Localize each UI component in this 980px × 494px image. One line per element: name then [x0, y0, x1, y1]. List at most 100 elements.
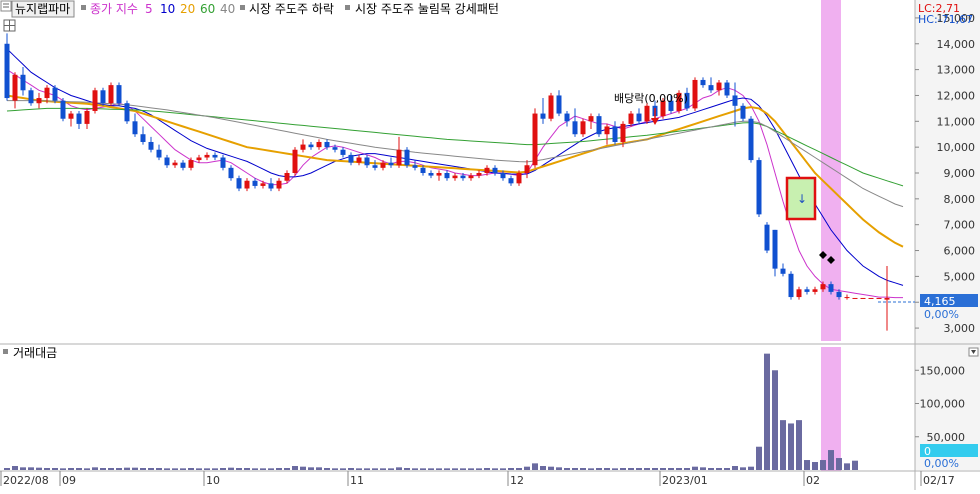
chart-menu-icon[interactable] — [1, 1, 11, 11]
volume-bar — [300, 467, 306, 470]
candle-body — [629, 114, 634, 124]
legend-bullet-ma — [81, 5, 86, 10]
volume-bar — [668, 468, 674, 470]
candle-body — [101, 90, 106, 103]
volume-bar — [628, 468, 634, 470]
volume-bar — [404, 468, 410, 470]
candle-body — [725, 83, 730, 96]
legend-ma-20: 20 — [180, 2, 195, 16]
price-tick-label: 11,000 — [937, 115, 976, 128]
volume-bar — [780, 420, 786, 470]
candle-body — [565, 114, 570, 122]
candle-body — [325, 142, 330, 147]
candle-body — [117, 85, 122, 103]
volume-bar — [308, 467, 314, 470]
volume-bar — [372, 468, 378, 470]
x-tick-label: 12 — [510, 474, 524, 487]
volume-bar — [740, 467, 746, 470]
last-price-percent: 0,00% — [924, 308, 959, 321]
candle-body — [317, 142, 322, 147]
volume-bar — [84, 468, 90, 470]
volume-bar — [804, 460, 810, 470]
candle-body — [157, 150, 162, 158]
legend-signal-1: 시장 주도주 하락 — [249, 2, 334, 16]
x-tick-label: 02/17 — [923, 474, 955, 487]
legend-bullet-signal-1 — [240, 5, 245, 10]
price-tick-label: 6,000 — [944, 245, 976, 258]
volume-tick-label: 100,000 — [920, 398, 966, 411]
volume-bar — [812, 462, 818, 470]
volume-bar — [428, 468, 434, 470]
volume-bar — [580, 468, 586, 470]
volume-bar — [68, 468, 74, 470]
candle-body — [253, 181, 258, 186]
candle-body — [413, 165, 418, 168]
candle-body — [85, 111, 90, 124]
volume-bar — [436, 468, 442, 470]
volume-bar — [852, 461, 858, 470]
candle-body — [229, 168, 234, 178]
volume-bar — [844, 463, 850, 470]
volume-bar — [420, 468, 426, 470]
volume-bar — [476, 468, 482, 470]
candle-body — [541, 114, 546, 119]
volume-bar — [380, 468, 386, 470]
volume-bar — [556, 467, 562, 470]
candle-body — [341, 150, 346, 155]
candle-body — [861, 298, 866, 299]
volume-bar — [132, 468, 138, 470]
volume-bar — [620, 468, 626, 470]
volume-bar — [220, 468, 226, 470]
volume-bar — [588, 468, 594, 470]
candle-body — [597, 116, 602, 134]
candle-body — [437, 173, 442, 176]
candle-body — [781, 269, 786, 274]
candle-body — [381, 163, 386, 168]
candle-body — [69, 114, 74, 119]
candle-body — [693, 80, 698, 108]
candle-body — [29, 90, 34, 103]
price-tick-label: 13,000 — [937, 64, 976, 77]
candle-body — [189, 160, 194, 168]
candle-body — [221, 157, 226, 167]
candle-body — [557, 95, 562, 113]
candle-body — [245, 181, 250, 189]
candle-body — [509, 178, 514, 183]
candle-body — [349, 155, 354, 163]
candle-body — [13, 75, 18, 101]
candle-body — [605, 126, 610, 134]
candle-body — [757, 160, 762, 214]
candle-body — [61, 101, 66, 119]
volume-bar — [492, 468, 498, 470]
volume-bar — [684, 468, 690, 470]
legend-signal-2: 시장 주도주 눌림목 강세패턴 — [355, 2, 499, 16]
candle-body — [5, 44, 10, 98]
volume-bar — [596, 468, 602, 470]
volume-bar — [28, 467, 34, 470]
candle-body — [533, 114, 538, 166]
volume-bar — [260, 468, 266, 470]
candle-body — [885, 298, 890, 300]
volume-bar — [732, 466, 738, 470]
legend-ma-60: 60 — [200, 2, 215, 16]
volume-bar — [4, 468, 10, 470]
price-tick-label: 5,000 — [944, 270, 976, 283]
volume-bar — [172, 468, 178, 470]
price-tick-label: 10,000 — [937, 141, 976, 154]
volume-bar — [692, 467, 698, 470]
candle-body — [309, 145, 314, 148]
x-tick-label: 2023/01 — [662, 474, 708, 487]
volume-bar — [652, 468, 658, 470]
candle-body — [421, 168, 426, 173]
candle-body — [109, 85, 114, 103]
candle-body — [701, 80, 706, 85]
candle-body — [205, 155, 210, 158]
candle-body — [709, 85, 714, 90]
candle-body — [837, 292, 842, 297]
volume-bar — [796, 420, 802, 470]
candle-body — [621, 124, 626, 142]
volume-bar — [76, 468, 82, 470]
candle-body — [717, 83, 722, 91]
